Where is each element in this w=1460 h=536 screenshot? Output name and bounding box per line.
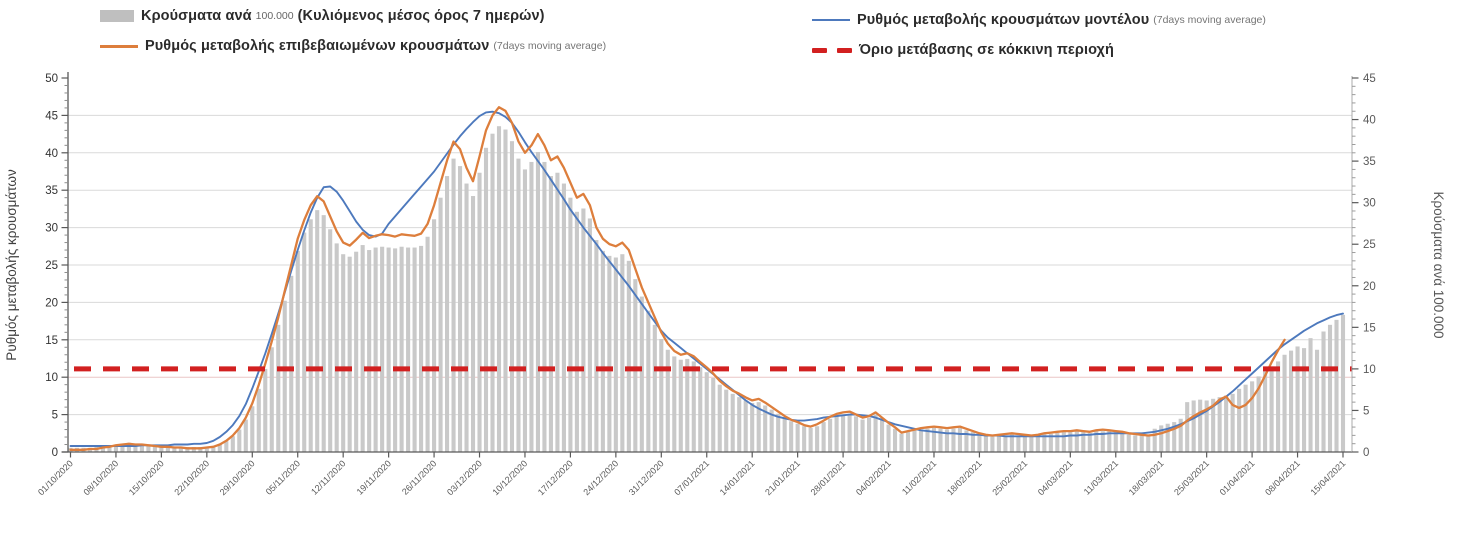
x-axis-date-label: 08/04/2021 — [1263, 458, 1302, 497]
left-axis-tick-label: 30 — [45, 223, 58, 235]
right-axis-tick-label: 15 — [1363, 322, 1376, 334]
right-axis-tick-label: 45 — [1363, 73, 1376, 85]
x-axis-date-label: 25/02/2021 — [990, 458, 1029, 497]
left-axis-tick-label: 35 — [45, 185, 58, 197]
x-axis-date-label: 03/12/2020 — [445, 458, 484, 497]
x-axis-date-label: 05/11/2020 — [264, 458, 302, 496]
right-axis-tick-label: 10 — [1363, 364, 1376, 376]
legend-item-confirmed-rate: Ρυθμός μεταβολής επιβεβαιωμένων κρουσμάτ… — [100, 38, 606, 54]
x-axis-date-label: 01/10/2020 — [36, 458, 75, 497]
left-axis-tick-label: 15 — [45, 335, 58, 347]
x-axis-date-label: 22/10/2020 — [172, 458, 211, 497]
x-axis-date-label: 04/03/2021 — [1036, 458, 1075, 497]
x-axis-date-label: 21/01/2021 — [763, 458, 802, 497]
right-axis-tick-label: 0 — [1363, 447, 1369, 459]
legend-label: Ρυθμός μεταβολής επιβεβαιωμένων κρουσμάτ… — [145, 38, 490, 54]
legend-item-model-rate: Ρυθμός μεταβολής κρουσμάτων μοντέλου (7d… — [812, 12, 1266, 28]
x-axis-date-label: 18/03/2021 — [1127, 458, 1166, 497]
x-axis-date-label: 31/12/2020 — [627, 458, 666, 497]
legend-label-small: 100.000 — [255, 10, 294, 22]
x-axis-date-label: 18/02/2021 — [945, 458, 984, 497]
x-axis-date-label: 07/01/2021 — [672, 458, 711, 497]
x-axis-date-label: 28/01/2021 — [809, 458, 848, 497]
x-axis-date-label: 15/10/2020 — [127, 458, 166, 497]
bar-swatch-icon — [100, 10, 134, 22]
legend-label-tail: (Κυλιόμενος μέσος όρος 7 ημερών) — [297, 8, 545, 24]
legend-label: Ρυθμός μεταβολής κρουσμάτων μοντέλου — [857, 12, 1150, 28]
legend-label-small: (7days moving average) — [493, 40, 607, 52]
blue-line-swatch-icon — [812, 19, 850, 21]
right-axis-tick-label: 30 — [1363, 198, 1376, 210]
x-axis-date-label: 25/03/2021 — [1172, 458, 1211, 497]
left-axis-tick-label: 10 — [45, 372, 58, 384]
x-axis-date-label: 24/12/2020 — [581, 458, 620, 497]
right-axis-tick-label: 25 — [1363, 239, 1376, 251]
confirmed-rate-line — [69, 106, 1286, 451]
right-axis-tick-label: 20 — [1363, 281, 1376, 293]
left-axis-tick-label: 0 — [52, 447, 58, 459]
left-axis-tick-label: 45 — [45, 110, 58, 122]
right-axis-tick-label: 5 — [1363, 405, 1369, 417]
legend-item-cases-bars: Κρούσματα ανά 100.000 (Κυλιόμενος μέσος … — [100, 8, 545, 24]
x-axis-date-label: 10/12/2020 — [490, 458, 529, 497]
x-axis-date-label: 11/02/2021 — [900, 458, 938, 496]
left-axis-tick-label: 50 — [45, 73, 58, 85]
x-axis-date-label: 08/10/2020 — [81, 458, 120, 497]
x-axis-date-label: 29/10/2020 — [218, 458, 257, 497]
cases-bars-series — [68, 126, 1346, 453]
legend-label: Όριο μετάβασης σε κόκκινη περιοχή — [859, 42, 1114, 58]
orange-line-swatch-icon — [100, 44, 138, 48]
x-axis-date-label: 15/04/2021 — [1308, 458, 1347, 497]
left-axis-tick-label: 20 — [45, 297, 58, 309]
left-axis-tick-label: 25 — [45, 260, 58, 272]
x-axis-date-label: 04/02/2021 — [854, 458, 893, 497]
left-axis-tick-label: 5 — [52, 410, 58, 422]
gridlines — [68, 114, 1352, 416]
right-axis-tick-label: 40 — [1363, 115, 1376, 127]
red-dashes-swatch-icon — [812, 47, 852, 53]
x-axis-date-label: 17/12/2020 — [536, 458, 575, 497]
x-axis-date-label: 14/01/2021 — [718, 458, 757, 497]
x-axis-date-label: 19/11/2020 — [355, 458, 393, 496]
x-axis-date-label: 26/11/2020 — [400, 458, 438, 496]
right-axis-title: Κρούσματα ανά 100.000 — [1431, 191, 1446, 338]
legend-label: Κρούσματα ανά — [141, 8, 252, 24]
x-axis-date-label: 01/04/2021 — [1218, 458, 1257, 497]
legend-item-threshold: Όριο μετάβασης σε κόκκινη περιοχή — [812, 42, 1114, 58]
left-axis-tick-label: 40 — [45, 148, 58, 160]
left-axis-title: Ρυθμός μεταβολής κρουσμάτων — [4, 169, 19, 361]
right-axis-tick-label: 35 — [1363, 156, 1376, 168]
x-axis-date-label: 12/11/2020 — [309, 458, 347, 496]
legend-label-small: (7days moving average) — [1153, 14, 1266, 26]
x-axis-date-label: 11/03/2021 — [1082, 458, 1120, 496]
